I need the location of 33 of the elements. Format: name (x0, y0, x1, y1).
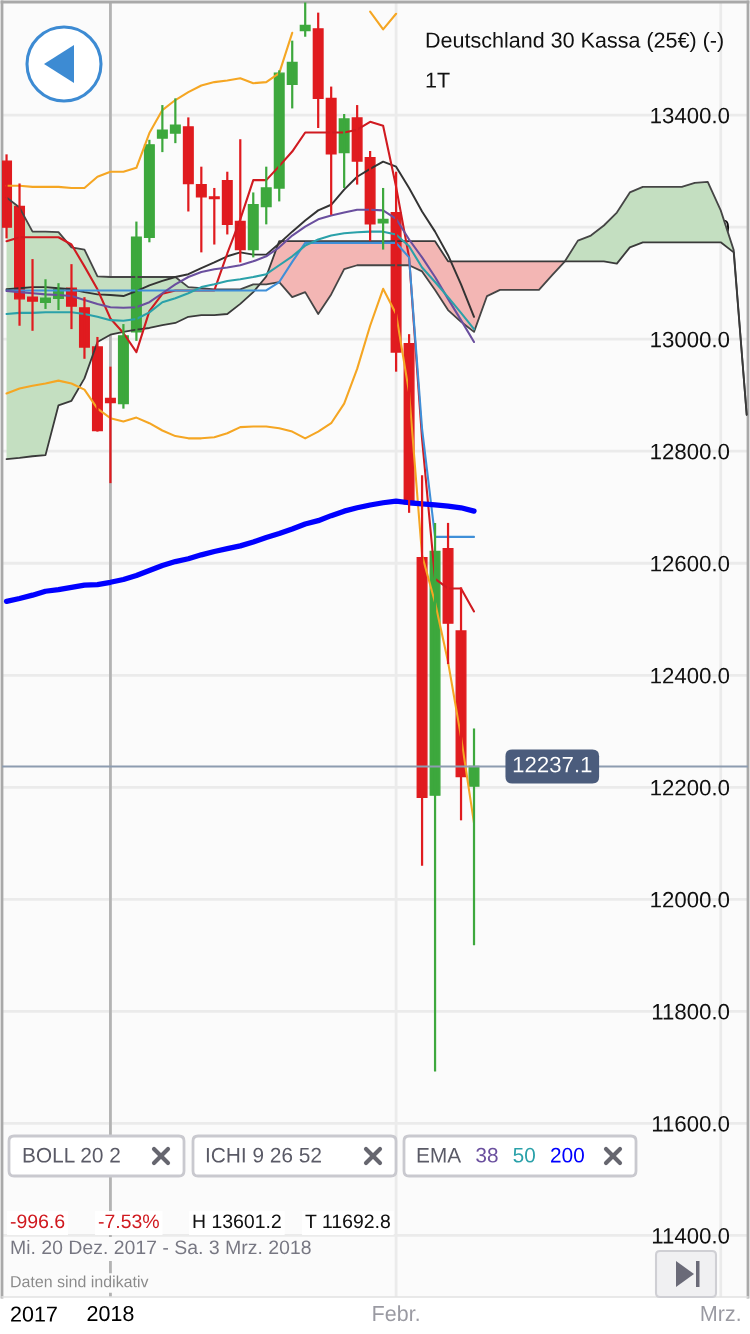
text: 2017 (11, 1306, 57, 1322)
annotation: Daten sind indikativ (11, 1275, 149, 1288)
text: Deutschland 30 Kassa (25€) (-) (426, 31, 723, 53)
y-tick-label: 11600.0 (652, 1115, 730, 1132)
text: 38 (476, 1147, 498, 1163)
y-tick-label: 12000.0 (651, 891, 730, 908)
y-tick-label: 12600.0 (651, 555, 730, 572)
x-tick-label: 2018 (87, 1305, 134, 1322)
y-tick-label: 12800.0 (651, 443, 730, 460)
y-tick-label: 12400.0 (651, 667, 730, 684)
annotation: -996.6 (10, 1214, 65, 1229)
y-tick-label: 13400.0 (651, 107, 730, 124)
y-tick-label: 11400.0 (652, 1227, 730, 1244)
line-series (5, 230, 476, 331)
y-tick-label: 12200.0 (651, 779, 730, 796)
line-series (5, 208, 476, 344)
annotation: T 11692.8 (305, 1214, 390, 1229)
text: 200 (551, 1147, 584, 1163)
x-tick-label: Mrz. (701, 1306, 740, 1321)
ref-line-label: 12237.1 (513, 756, 592, 773)
text: 50 (513, 1147, 535, 1163)
annotation: H 13601.2 (193, 1214, 281, 1229)
annotation: BOLL 20 2 (23, 1147, 120, 1163)
text: 1T (426, 72, 450, 88)
x-tick-label: Febr. (373, 1305, 419, 1322)
annotation: EMA (417, 1148, 462, 1163)
y-tick-label: 13000.0 (651, 331, 730, 348)
line-series (5, 120, 476, 613)
annotation: Mi. 20 Dez. 2017 - Sa. 3 Mrz. 2018 (11, 1239, 311, 1255)
annotation: -7.53% (98, 1214, 159, 1229)
annotation: ICHI 9 26 52 (206, 1147, 321, 1163)
y-tick-label: 11800.0 (652, 1003, 730, 1020)
line-series (5, 241, 476, 538)
